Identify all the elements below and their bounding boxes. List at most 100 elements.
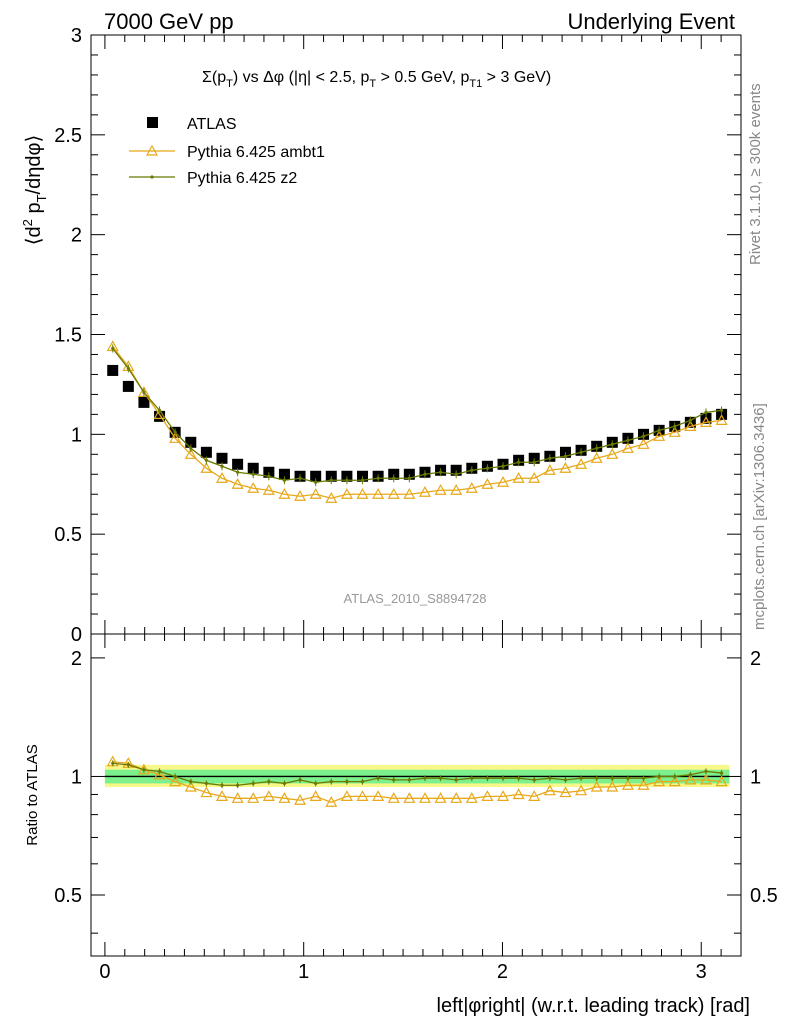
ratio-point-ambt1 bbox=[169, 775, 182, 787]
ratio-point-ambt1 bbox=[699, 773, 712, 785]
series-1 bbox=[106, 340, 728, 503]
data-point-ambt1 bbox=[684, 420, 697, 431]
data-point-ambt1 bbox=[606, 448, 619, 459]
data-point-ambt1 bbox=[325, 491, 338, 503]
data-point-ambt1 bbox=[543, 464, 556, 475]
data-point-ambt1 bbox=[434, 484, 447, 495]
data-point-ambt1 bbox=[169, 432, 182, 443]
ratio-panel: 0.5 1 2 0.5 1 2 Ratio to ATLAS 0 1 2 3 left|φrig… bbox=[24, 633, 778, 1017]
ratio-point-ambt1 bbox=[559, 786, 572, 798]
data-point-atlas bbox=[232, 458, 244, 470]
series-line bbox=[112, 346, 722, 499]
legend-label-atlas: ATLAS bbox=[187, 116, 237, 133]
main-ytick-label: 1.5 bbox=[54, 325, 82, 347]
header-left: 7000 GeV pp bbox=[104, 9, 234, 34]
ratio-point-ambt1 bbox=[215, 790, 229, 801]
ratio-bands bbox=[104, 764, 730, 788]
legend-marker-atlas bbox=[147, 117, 158, 128]
ylabel-mid: p bbox=[23, 202, 45, 219]
ratio-point-ambt1 bbox=[340, 790, 353, 801]
data-point-ambt1 bbox=[559, 462, 572, 473]
rivet-label: Rivet 3.1.10, ≥ 300k events bbox=[747, 83, 764, 265]
ratio-point-ambt1 bbox=[512, 788, 525, 800]
data-point-atlas bbox=[200, 446, 212, 458]
data-point-atlas bbox=[154, 410, 166, 422]
data-point-ambt1 bbox=[481, 478, 494, 489]
title-part-mid2: > 0.5 GeV, p bbox=[376, 69, 469, 86]
data-point-ambt1 bbox=[465, 482, 478, 493]
data-point-atlas bbox=[216, 452, 228, 464]
data-point-ambt1 bbox=[590, 452, 603, 463]
data-point-atlas bbox=[107, 364, 119, 376]
data-point-atlas bbox=[247, 462, 259, 474]
series-line bbox=[112, 348, 722, 483]
data-point-ambt1 bbox=[621, 442, 634, 453]
ratio-point-ambt1 bbox=[715, 775, 728, 787]
legend-marker-z2 bbox=[150, 175, 154, 179]
ratio-point-ambt1 bbox=[278, 792, 291, 803]
ratio-point-ambt1 bbox=[387, 792, 400, 803]
ratio-point-ambt1 bbox=[403, 792, 416, 803]
title-sub-t2: T bbox=[369, 78, 376, 90]
ratio-ytick-label-right: 0.5 bbox=[750, 885, 778, 907]
ratio-ticks bbox=[91, 634, 741, 956]
ratio-frame bbox=[90, 633, 742, 957]
data-point-ambt1 bbox=[699, 416, 712, 427]
main-series bbox=[106, 340, 728, 503]
ylabel-sup: 2 bbox=[20, 219, 35, 226]
ratio-point-ambt1 bbox=[637, 778, 650, 790]
legend: ATLAS Pythia 6.425 ambt1 Pythia 6.425 z2 bbox=[129, 116, 325, 187]
main-ytick-label: 0 bbox=[71, 624, 82, 646]
ratio-point-ambt1 bbox=[450, 792, 463, 803]
data-point-ambt1 bbox=[278, 487, 291, 499]
main-ylabel: ⟨d2 pT/dηdφ⟩ bbox=[20, 135, 49, 246]
ratio-point-ambt1 bbox=[184, 780, 197, 792]
ratio-point-ambt1 bbox=[668, 775, 681, 787]
title-sub-t: T bbox=[226, 78, 233, 90]
data-point-ambt1 bbox=[184, 448, 197, 459]
data-point-ambt1 bbox=[715, 414, 728, 425]
data-point-atlas bbox=[122, 380, 134, 392]
ratio-point-ambt1 bbox=[153, 768, 166, 780]
ratio-point-ambt1 bbox=[418, 792, 431, 803]
data-point-ambt1 bbox=[653, 430, 666, 441]
data-point-ambt1 bbox=[247, 482, 260, 493]
data-point-ambt1 bbox=[356, 487, 369, 499]
data-point-ambt1 bbox=[340, 487, 353, 499]
series-0 bbox=[107, 364, 728, 482]
x-tick-labels: 0 1 2 3 bbox=[99, 961, 706, 983]
ratio-ytick-label: 0.5 bbox=[54, 885, 82, 907]
ylabel-post: /dηdφ⟩ bbox=[23, 135, 45, 195]
data-point-ambt1 bbox=[372, 487, 385, 499]
ratio-ytick-label: 1 bbox=[71, 766, 82, 788]
xtick-label: 3 bbox=[696, 961, 707, 983]
ratio-point-ambt1 bbox=[497, 790, 510, 801]
data-point-ambt1 bbox=[450, 484, 463, 495]
ratio-line bbox=[112, 762, 722, 786]
ratio-point-ambt1 bbox=[247, 792, 260, 803]
ratio-point-ambt1 bbox=[528, 790, 541, 801]
data-point-ambt1 bbox=[403, 487, 416, 499]
legend-label-ambt1: Pythia 6.425 ambt1 bbox=[187, 144, 325, 161]
title-part-sigma: Σ(p bbox=[202, 69, 226, 86]
ratio-point-ambt1 bbox=[575, 784, 588, 796]
data-point-atlas bbox=[138, 396, 150, 408]
data-point-ambt1 bbox=[637, 438, 650, 449]
ratio-ytick-label-right: 1 bbox=[750, 766, 761, 788]
main-title: Σ(pT) vs Δφ (|η| < 2.5, pT > 0.5 GeV, pT… bbox=[202, 69, 551, 90]
data-point-atlas bbox=[185, 436, 197, 448]
ratio-point-ambt1 bbox=[653, 775, 666, 787]
ratio-point-ambt1 bbox=[465, 792, 478, 803]
main-ytick-label: 1 bbox=[71, 424, 82, 446]
ratio-ytick-label-right: 2 bbox=[750, 648, 761, 670]
ratio-point-ambt1 bbox=[543, 784, 556, 796]
analysis-id: ATLAS_2010_S8894728 bbox=[344, 591, 487, 606]
main-ticks bbox=[91, 34, 741, 635]
data-point-atlas bbox=[278, 468, 290, 480]
title-sub-t1: T1 bbox=[469, 78, 482, 90]
ratio-series-1 bbox=[111, 760, 724, 789]
data-point-atlas bbox=[310, 470, 322, 482]
title-part-end: > 3 GeV) bbox=[482, 69, 551, 86]
ratio-ylabel: Ratio to ATLAS bbox=[24, 744, 41, 845]
ratio-point-ambt1 bbox=[590, 780, 603, 792]
